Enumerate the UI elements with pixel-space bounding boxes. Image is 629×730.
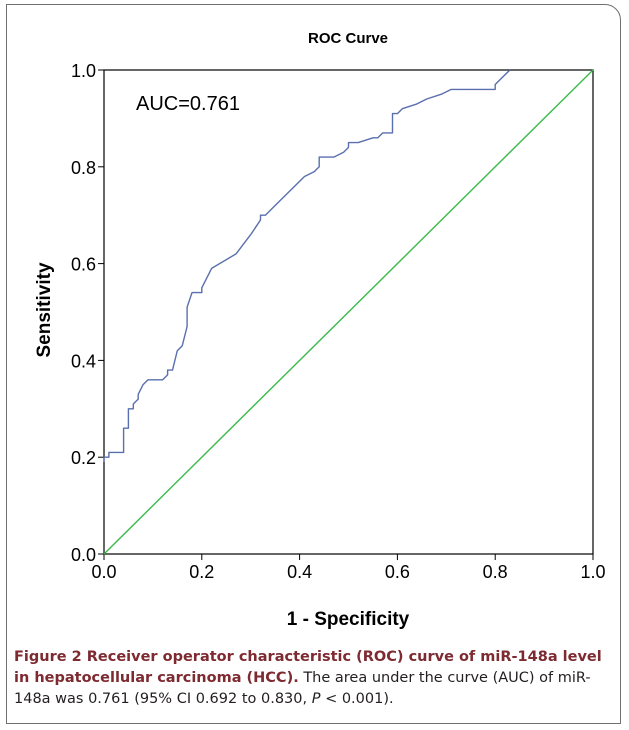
y-tick-label: 0.4 — [71, 351, 96, 371]
x-axis-label: 1 - Specificity — [287, 609, 410, 630]
x-tick-label: 0.2 — [189, 562, 214, 582]
y-tick-label: 0.6 — [71, 255, 96, 275]
chart-title: ROC Curve — [308, 30, 388, 47]
y-tick-label: 0.0 — [71, 545, 96, 565]
x-tick-label: 0.6 — [385, 562, 410, 582]
y-tick-label: 1.0 — [71, 61, 96, 81]
caption-text-1: The area under the curve (AUC) of miR-14… — [14, 670, 591, 707]
caption-label: Figure 2 Receiver operator characteristi… — [14, 649, 602, 686]
roc-chart: ROC Curve AUC=0.761 1 - Specificity Sens… — [34, 30, 606, 630]
auc-annotation: AUC=0.761 — [136, 93, 240, 115]
x-tick-label: 1.0 — [580, 562, 605, 582]
figure-frame — [6, 4, 621, 724]
y-tick-label: 0.8 — [71, 158, 96, 178]
caption-text-2: < 0.001). — [320, 691, 394, 707]
y-axis-label: Sensitivity — [34, 262, 55, 357]
x-tick-label: 0.8 — [483, 562, 508, 582]
plot-area — [103, 69, 594, 555]
x-tick-label: 0.4 — [287, 562, 312, 582]
y-tick-label: 0.2 — [71, 448, 96, 468]
figure-caption: Figure 2 Receiver operator characteristi… — [14, 647, 614, 710]
reference-diagonal-line — [103, 69, 594, 555]
caption-p-symbol: P — [311, 691, 321, 707]
x-tick-label: 0.0 — [91, 562, 116, 582]
roc-curve-line — [103, 69, 511, 462]
